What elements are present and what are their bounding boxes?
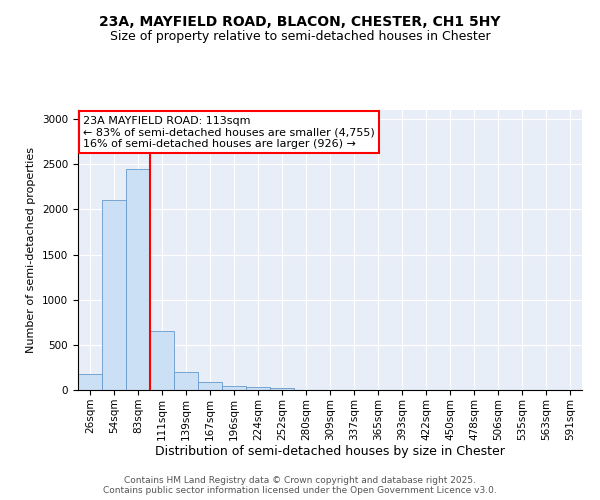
Bar xyxy=(102,200,126,390)
Bar xyxy=(174,372,198,390)
Bar xyxy=(246,388,270,390)
Bar xyxy=(198,382,222,390)
Text: Contains HM Land Registry data © Crown copyright and database right 2025.
Contai: Contains HM Land Registry data © Crown c… xyxy=(103,476,497,495)
Text: 23A, MAYFIELD ROAD, BLACON, CHESTER, CH1 5HY: 23A, MAYFIELD ROAD, BLACON, CHESTER, CH1… xyxy=(99,15,501,29)
X-axis label: Distribution of semi-detached houses by size in Chester: Distribution of semi-detached houses by … xyxy=(155,446,505,458)
Bar xyxy=(222,386,246,390)
Y-axis label: Number of semi-detached properties: Number of semi-detached properties xyxy=(26,147,37,353)
Text: 23A MAYFIELD ROAD: 113sqm
← 83% of semi-detached houses are smaller (4,755)
16% : 23A MAYFIELD ROAD: 113sqm ← 83% of semi-… xyxy=(83,116,375,149)
Text: Size of property relative to semi-detached houses in Chester: Size of property relative to semi-detach… xyxy=(110,30,490,43)
Bar xyxy=(270,388,294,390)
Bar xyxy=(126,168,150,390)
Bar xyxy=(150,332,174,390)
Bar xyxy=(78,374,102,390)
